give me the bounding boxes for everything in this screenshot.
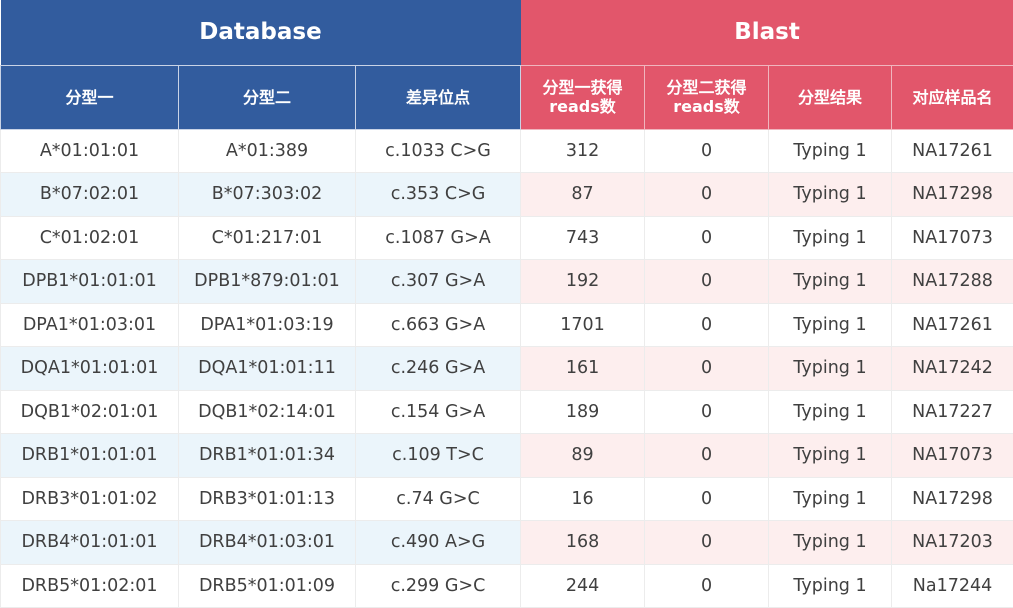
table-cell: NA17298 [892, 173, 1013, 217]
table-cell: Typing 1 [769, 477, 892, 521]
table-cell: NA17261 [892, 303, 1013, 347]
table-cell: Typing 1 [769, 173, 892, 217]
table-cell: 0 [645, 216, 769, 260]
table-cell: Typing 1 [769, 129, 892, 173]
table-cell: 244 [521, 564, 645, 608]
table-cell: Typing 1 [769, 390, 892, 434]
table-cell: DRB5*01:01:09 [179, 564, 356, 608]
table-cell: NA17242 [892, 347, 1013, 391]
table-cell: Typing 1 [769, 260, 892, 304]
table-cell: c.299 G>C [356, 564, 521, 608]
table-cell: c.109 T>C [356, 434, 521, 478]
table-cell: 168 [521, 521, 645, 565]
table-cell: NA17073 [892, 216, 1013, 260]
table-cell: NA17227 [892, 390, 1013, 434]
table-cell: c.1033 C>G [356, 129, 521, 173]
table-cell: DQB1*02:01:01 [1, 390, 179, 434]
table-cell: Typing 1 [769, 521, 892, 565]
table-cell: 0 [645, 347, 769, 391]
table-cell: DQA1*01:01:01 [1, 347, 179, 391]
table-cell: 0 [645, 477, 769, 521]
table-cell: 1701 [521, 303, 645, 347]
table-cell: 0 [645, 260, 769, 304]
table-cell: 0 [645, 173, 769, 217]
table-cell: 0 [645, 521, 769, 565]
table-cell: c.353 C>G [356, 173, 521, 217]
table-cell: 0 [645, 564, 769, 608]
table-cell: DPB1*01:01:01 [1, 260, 179, 304]
table-cell: 0 [645, 129, 769, 173]
table-cell: DRB1*01:01:34 [179, 434, 356, 478]
table-cell: 0 [645, 434, 769, 478]
table-cell: DRB4*01:01:01 [1, 521, 179, 565]
table-cell: C*01:217:01 [179, 216, 356, 260]
table-cell: B*07:02:01 [1, 173, 179, 217]
table-cell: NA17073 [892, 434, 1013, 478]
column-header: 差异位点 [356, 65, 521, 129]
column-header: 分型二 [179, 65, 356, 129]
table-cell: DRB4*01:03:01 [179, 521, 356, 565]
table-cell: Typing 1 [769, 347, 892, 391]
table-cell: c.663 G>A [356, 303, 521, 347]
group-header-blast: Blast [521, 0, 1013, 65]
table-cell: A*01:389 [179, 129, 356, 173]
table-cell: 89 [521, 434, 645, 478]
table-cell: 312 [521, 129, 645, 173]
table-cell: Typing 1 [769, 303, 892, 347]
table-cell: DPA1*01:03:01 [1, 303, 179, 347]
table-cell: c.74 G>C [356, 477, 521, 521]
table-cell: 743 [521, 216, 645, 260]
table-cell: DPB1*879:01:01 [179, 260, 356, 304]
table-cell: 87 [521, 173, 645, 217]
table-cell: c.490 A>G [356, 521, 521, 565]
table-cell: 189 [521, 390, 645, 434]
table-cell: c.154 G>A [356, 390, 521, 434]
table-cell: 161 [521, 347, 645, 391]
column-header: 分型一 [1, 65, 179, 129]
table-cell: 0 [645, 390, 769, 434]
table-cell: c.1087 G>A [356, 216, 521, 260]
table-cell: 0 [645, 303, 769, 347]
table-cell: 192 [521, 260, 645, 304]
table-cell: B*07:303:02 [179, 173, 356, 217]
table-cell: NA17298 [892, 477, 1013, 521]
table-cell: Na17244 [892, 564, 1013, 608]
table-cell: Typing 1 [769, 434, 892, 478]
table-cell: A*01:01:01 [1, 129, 179, 173]
table-cell: NA17261 [892, 129, 1013, 173]
table-cell: DQA1*01:01:11 [179, 347, 356, 391]
column-header: 分型二获得 reads数 [645, 65, 769, 129]
table-cell: Typing 1 [769, 216, 892, 260]
table-cell: Typing 1 [769, 564, 892, 608]
table-cell: DRB3*01:01:02 [1, 477, 179, 521]
table-cell: NA17203 [892, 521, 1013, 565]
column-header: 对应样品名 [892, 65, 1013, 129]
table-cell: DRB1*01:01:01 [1, 434, 179, 478]
table-cell: NA17288 [892, 260, 1013, 304]
group-header-database: Database [1, 0, 521, 65]
table-cell: DRB3*01:01:13 [179, 477, 356, 521]
table-cell: DQB1*02:14:01 [179, 390, 356, 434]
table-cell: DRB5*01:02:01 [1, 564, 179, 608]
table-cell: DPA1*01:03:19 [179, 303, 356, 347]
column-header: 分型结果 [769, 65, 892, 129]
table-cell: C*01:02:01 [1, 216, 179, 260]
table-cell: c.246 G>A [356, 347, 521, 391]
table-cell: 16 [521, 477, 645, 521]
table-cell: c.307 G>A [356, 260, 521, 304]
column-header: 分型一获得 reads数 [521, 65, 645, 129]
